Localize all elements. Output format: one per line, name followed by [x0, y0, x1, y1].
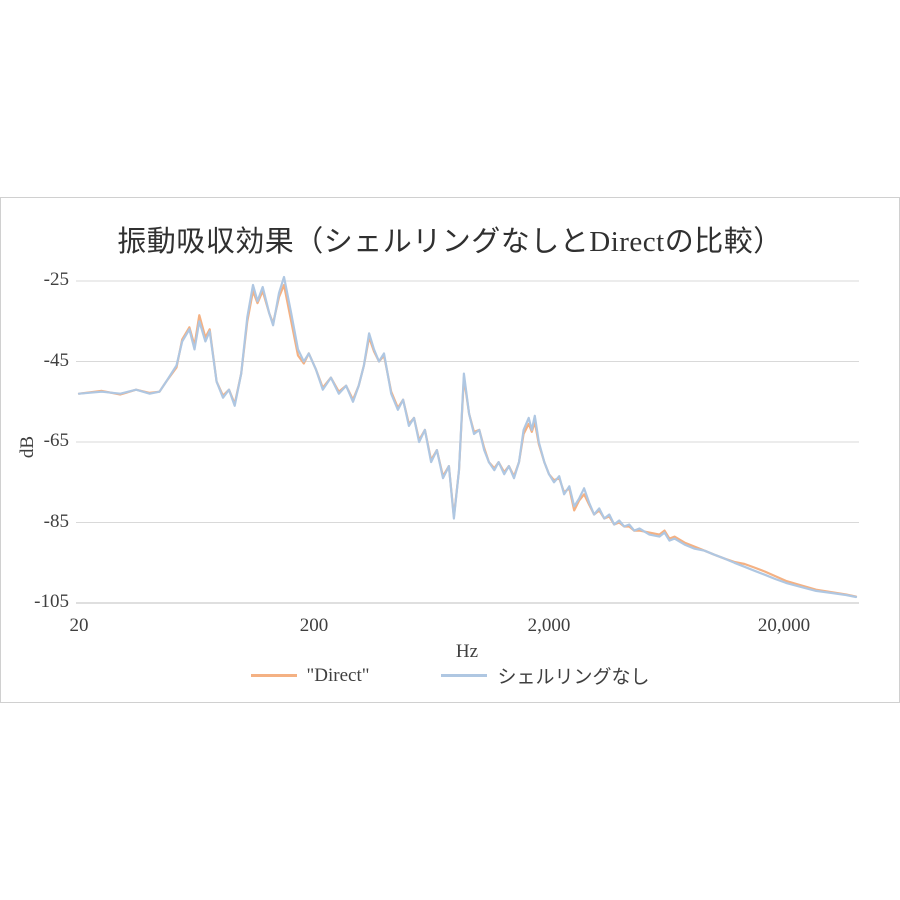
- legend-swatch-no-shelling: [441, 674, 488, 677]
- legend-label-direct: "Direct": [306, 664, 370, 686]
- y-tick-label: -85: [43, 510, 69, 532]
- y-tick-label: -25: [43, 269, 69, 290]
- plot-area: [76, 275, 859, 604]
- series-no-shelling-line: [77, 275, 858, 599]
- legend-label-no-shelling: シェルリングなし: [497, 667, 650, 688]
- legend-item-no-shelling: シェルリングなし: [441, 662, 650, 689]
- y-tick-label: -65: [43, 430, 69, 451]
- legend: "Direct" シェルリングなし: [1, 662, 899, 689]
- legend-swatch-direct: [250, 674, 297, 677]
- chart-title: 振動吸収効果（シェルリングなしとDirectの比較）: [117, 226, 783, 258]
- series-direct-line: [77, 283, 858, 598]
- legend-item-direct: "Direct": [250, 664, 370, 687]
- chart-frame: 振動吸収効果（シェルリングなしとDirectの比較） dB -25 -45 -65-…: [0, 197, 900, 703]
- x-axis-title: Hz: [455, 641, 479, 662]
- x-tick-label: 2,000: [527, 615, 571, 636]
- x-tick-label: 20: [69, 615, 89, 636]
- y-tick-label: -105: [34, 591, 69, 612]
- x-tick-label: 200: [299, 615, 329, 636]
- x-tick-label: 20,000: [757, 615, 811, 636]
- y-tick-label: -45: [43, 349, 69, 371]
